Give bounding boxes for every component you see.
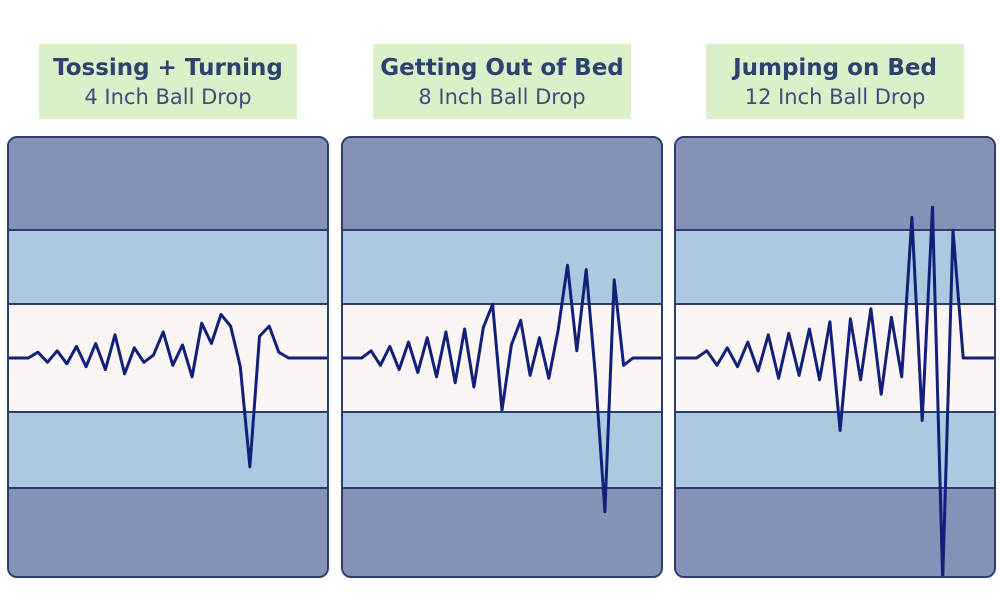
chart-subtitle: 8 Inch Ball Drop: [418, 84, 586, 109]
chart-panel-3: Jumping on Bed 12 Inch Ball Drop: [674, 0, 996, 607]
waveform-plot: [9, 138, 327, 576]
chart-title: Jumping on Bed: [733, 54, 937, 81]
band-mid-top: [9, 230, 327, 304]
chart-label-box: Tossing + Turning 4 Inch Ball Drop: [39, 44, 297, 119]
waveform-line: [9, 313, 327, 469]
chart-subtitle: 4 Inch Ball Drop: [84, 84, 252, 109]
chart-label-box: Getting Out of Bed 8 Inch Ball Drop: [373, 44, 631, 119]
chart-panel-2: Getting Out of Bed 8 Inch Ball Drop: [341, 0, 663, 607]
band-outer-top: [343, 138, 661, 230]
plot-area: [341, 136, 663, 578]
band-center: [9, 304, 327, 412]
band-outer-top: [9, 138, 327, 230]
band-mid-top: [676, 230, 994, 304]
waveform-line: [343, 263, 661, 514]
waveform-line: [676, 205, 994, 576]
band-mid-bottom: [343, 412, 661, 488]
waveform-plot: [343, 138, 661, 576]
band-outer-bottom: [9, 488, 327, 576]
chart-subtitle: 12 Inch Ball Drop: [744, 84, 926, 109]
band-outer-top: [676, 138, 994, 230]
chart-label-box: Jumping on Bed 12 Inch Ball Drop: [706, 44, 964, 119]
waveform-plot: [676, 138, 994, 576]
band-center: [676, 304, 994, 412]
chart-panel-1: Tossing + Turning 4 Inch Ball Drop: [7, 0, 329, 607]
band-mid-top: [343, 230, 661, 304]
band-mid-bottom: [9, 412, 327, 488]
chart-title: Tossing + Turning: [53, 54, 283, 81]
band-outer-bottom: [343, 488, 661, 576]
plot-area: [7, 136, 329, 578]
chart-title: Getting Out of Bed: [380, 54, 624, 81]
plot-area: [674, 136, 996, 578]
